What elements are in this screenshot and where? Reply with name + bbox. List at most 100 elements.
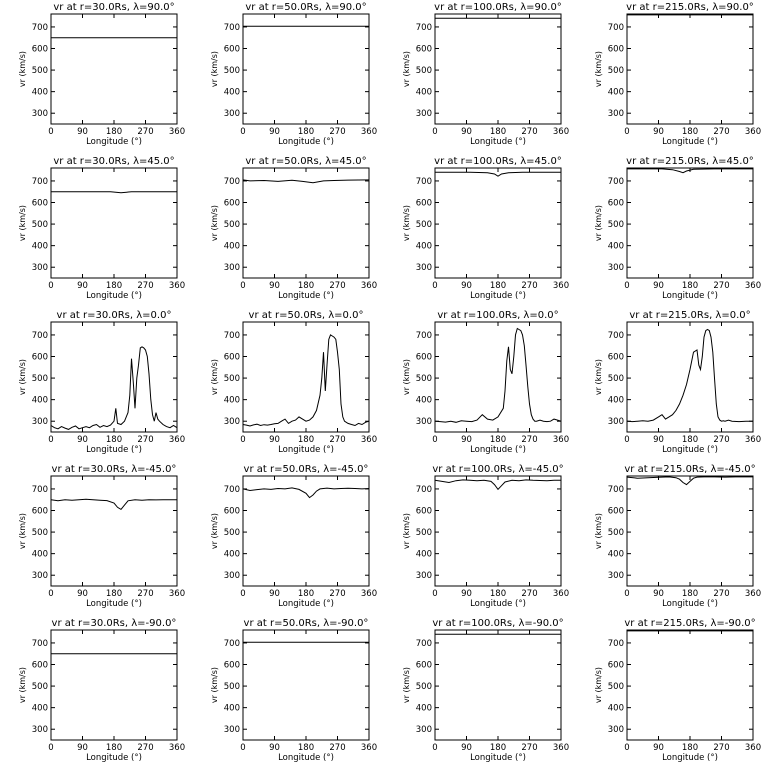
- y-tick-label: 700: [416, 177, 432, 187]
- panel-12: vr at r=215.0Rs, λ=0.0° 0 90 180 270 360 300 40…: [594, 310, 761, 455]
- x-tick-label: 360: [361, 127, 377, 137]
- y-axis-label: vr (km/s): [402, 513, 411, 549]
- y-tick-label: 700: [608, 639, 624, 649]
- axes-frame: [242, 321, 370, 433]
- y-tick-label: 700: [32, 331, 48, 341]
- x-tick-label: 90: [653, 435, 664, 445]
- panel-7: vr at r=100.0Rs, λ=45.0° 0 90 180 270 360 300 4…: [402, 156, 569, 301]
- panel-11: vr at r=100.0Rs, λ=0.0° 0 90 180 270 360 300 40…: [402, 310, 569, 455]
- axes-frame: [626, 13, 754, 125]
- x-axis-label: Longitude (°): [470, 599, 526, 609]
- y-tick-label: 300: [608, 571, 624, 581]
- axes-frame: [242, 475, 370, 587]
- x-tick-label: 360: [361, 589, 377, 599]
- x-tick-label: 90: [461, 589, 472, 599]
- x-tick-label: 360: [745, 435, 761, 445]
- x-tick-label: 0: [432, 435, 437, 445]
- x-axis-label: Longitude (°): [662, 445, 718, 455]
- axes-frame: [242, 13, 370, 125]
- y-tick-label: 500: [32, 682, 48, 692]
- x-tick-label: 180: [106, 127, 122, 137]
- x-axis-label: Longitude (°): [662, 291, 718, 301]
- x-tick-label: 180: [682, 589, 698, 599]
- y-tick-label: 700: [224, 177, 240, 187]
- x-tick-label: 360: [553, 281, 569, 291]
- panel-title: vr at r=100.0Rs, λ=90.0°: [434, 2, 562, 13]
- y-tick-label: 300: [224, 417, 240, 427]
- axes-frame: [50, 167, 178, 279]
- x-tick-label: 270: [521, 743, 537, 753]
- y-tick-label: 400: [416, 704, 432, 714]
- panel-5: vr at r=30.0Rs, λ=45.0° 0 90 180 270 360 300 40…: [18, 156, 185, 301]
- y-tick-label: 600: [32, 661, 48, 671]
- y-tick-label: 500: [608, 66, 624, 76]
- y-tick-label: 700: [32, 177, 48, 187]
- series-line: [627, 168, 753, 174]
- y-tick-label: 700: [224, 331, 240, 341]
- x-tick-label: 180: [490, 281, 506, 291]
- x-tick-label: 360: [553, 127, 569, 137]
- x-tick-label: 360: [553, 743, 569, 753]
- y-tick-label: 700: [224, 639, 240, 649]
- y-tick-label: 400: [416, 88, 432, 98]
- x-tick-label: 360: [169, 589, 185, 599]
- axes-frame: [434, 13, 562, 125]
- x-tick-label: 360: [745, 127, 761, 137]
- y-tick-label: 500: [224, 528, 240, 538]
- series-line: [434, 327, 562, 423]
- y-tick-label: 600: [224, 661, 240, 671]
- x-tick-label: 270: [521, 589, 537, 599]
- x-tick-label: 270: [713, 435, 729, 445]
- x-tick-label: 0: [48, 435, 53, 445]
- y-tick-label: 600: [416, 507, 432, 517]
- axes-frame: [434, 629, 562, 741]
- y-axis-label: vr (km/s): [402, 359, 411, 395]
- x-tick-label: 0: [48, 281, 53, 291]
- x-tick-label: 270: [329, 281, 345, 291]
- panel-title: vr at r=215.0Rs, λ=-90.0°: [624, 618, 755, 629]
- x-tick-label: 0: [432, 281, 437, 291]
- y-axis-label: vr (km/s): [402, 667, 411, 703]
- x-tick-label: 270: [713, 281, 729, 291]
- y-tick-label: 700: [416, 485, 432, 495]
- y-tick-label: 600: [608, 353, 624, 363]
- x-axis-label: Longitude (°): [470, 291, 526, 301]
- x-tick-label: 270: [713, 743, 729, 753]
- panel-16: vr at r=215.0Rs, λ=-45.0° 0 90 180 270 360 300…: [594, 464, 761, 609]
- y-tick-label: 700: [608, 23, 624, 33]
- x-tick-label: 180: [298, 127, 314, 137]
- y-axis-label: vr (km/s): [594, 667, 603, 703]
- x-tick-label: 0: [624, 127, 629, 137]
- y-tick-label: 400: [32, 550, 48, 560]
- x-tick-label: 0: [624, 281, 629, 291]
- y-tick-label: 400: [32, 88, 48, 98]
- y-axis-label: vr (km/s): [594, 205, 603, 241]
- panel-title: vr at r=50.0Rs, λ=0.0°: [249, 310, 364, 321]
- y-tick-label: 600: [416, 661, 432, 671]
- x-tick-label: 90: [653, 281, 664, 291]
- y-tick-label: 300: [416, 725, 432, 735]
- y-tick-label: 600: [32, 507, 48, 517]
- series-line: [50, 498, 177, 511]
- x-tick-label: 360: [553, 589, 569, 599]
- x-tick-label: 270: [713, 589, 729, 599]
- y-axis-label: vr (km/s): [210, 513, 219, 549]
- series-line: [50, 346, 178, 430]
- axes-frame: [434, 321, 562, 433]
- y-tick-label: 400: [608, 88, 624, 98]
- panel-15: vr at r=100.0Rs, λ=-45.0° 0 90 180 270 360 300…: [402, 464, 569, 609]
- y-tick-label: 700: [32, 639, 48, 649]
- y-tick-label: 600: [416, 353, 432, 363]
- x-tick-label: 180: [490, 743, 506, 753]
- panel-19: vr at r=100.0Rs, λ=-90.0° 0 90 180 270 360 300…: [402, 618, 569, 763]
- y-tick-label: 700: [224, 485, 240, 495]
- y-axis-label: vr (km/s): [210, 51, 219, 87]
- panel-20: vr at r=215.0Rs, λ=-90.0° 0 90 180 270 360 300…: [594, 618, 761, 763]
- panel-title: vr at r=30.0Rs, λ=-45.0°: [52, 464, 177, 475]
- x-tick-label: 90: [269, 281, 280, 291]
- y-tick-label: 500: [608, 528, 624, 538]
- series-line: [242, 334, 370, 427]
- series-line: [51, 191, 177, 194]
- y-axis-label: vr (km/s): [210, 667, 219, 703]
